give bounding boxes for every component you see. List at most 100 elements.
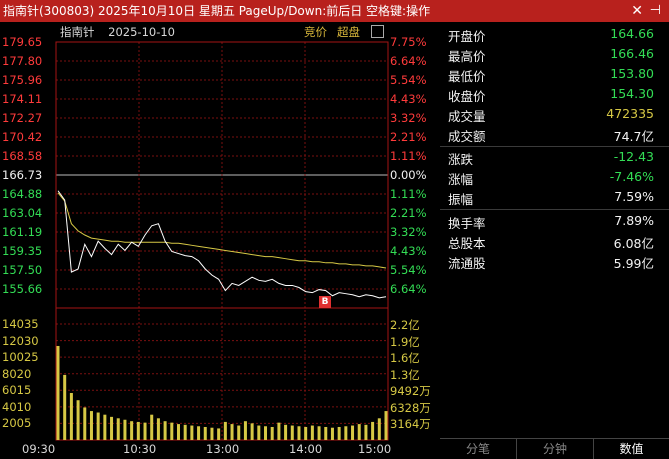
divider: [593, 439, 594, 459]
stat-label: 换手率: [448, 216, 486, 231]
stat-high: 最高价 166.46: [448, 46, 654, 66]
price-tick-label: 172.27: [2, 111, 43, 125]
tab-minutes[interactable]: 分钟: [542, 442, 567, 456]
stat-change-pct: 涨幅 -7.46%: [448, 169, 654, 189]
percent-tick-label: 3.32%: [390, 111, 427, 125]
chart-canvas: [55, 41, 389, 441]
price-tick-label: 168.58: [2, 149, 43, 163]
stat-label: 最高价: [448, 49, 486, 64]
stat-low: 最低价 153.80: [448, 66, 654, 86]
volume-bar: [56, 345, 60, 440]
volume-bar: [310, 425, 314, 440]
volume-bar: [197, 426, 201, 440]
volume-amount-tick-label: 1.9亿: [390, 334, 420, 349]
pin-icon[interactable]: ⊣: [649, 3, 661, 18]
window-title: 指南针(300803) 2025年10月10日 星期五 PageUp/Down:…: [3, 4, 431, 18]
time-tick-label: 09:30: [22, 442, 56, 456]
percent-tick-label: 6.64%: [390, 54, 427, 68]
time-tick-label: 14:00: [289, 442, 323, 456]
stat-value: 7.59%: [614, 189, 654, 204]
volume-bar: [89, 411, 93, 440]
stat-volume: 成交量 472335: [448, 106, 654, 126]
volume-bar: [143, 422, 147, 440]
volume-tick-label: 14035: [2, 317, 39, 331]
buy-marker[interactable]: B: [319, 296, 331, 308]
volume-bar: [270, 426, 274, 440]
volume-bar: [250, 423, 254, 440]
stat-label: 振幅: [448, 192, 474, 207]
stat-amplitude: 振幅 7.59%: [448, 189, 654, 209]
chart-date: 2025-10-10: [108, 25, 175, 39]
volume-bar: [284, 424, 288, 440]
percent-tick-label: 1.11%: [390, 149, 427, 163]
volume-bar: [217, 428, 221, 440]
stat-value: 74.7亿: [613, 129, 654, 144]
percent-tick-label: 1.11%: [390, 187, 427, 201]
time-tick-label: 15:00: [358, 442, 392, 456]
stat-amount: 成交额 74.7亿: [448, 126, 654, 146]
panel-tabs: 分笔 分钟 数值: [440, 438, 669, 459]
volume-bar: [170, 422, 174, 440]
price-tick-label: 155.66: [2, 282, 43, 296]
stat-open: 开盘价 164.66: [448, 26, 654, 46]
price-tick-label: 166.73: [2, 168, 43, 182]
volume-bar: [364, 424, 368, 440]
stat-value: 153.80: [610, 66, 654, 81]
percent-tick-label: 5.54%: [390, 73, 427, 87]
stat-value: 472335: [606, 106, 654, 121]
stat-label: 成交量: [448, 109, 486, 124]
volume-tick-label: 4010: [2, 399, 32, 414]
tab-values[interactable]: 数值: [619, 442, 644, 456]
volume-amount-tick-label: 3164万: [390, 417, 431, 432]
chart-header: 指南针 2025-10-10: [60, 24, 175, 40]
volume-amount-tick-label: 1.3亿: [390, 367, 420, 382]
intraday-chart[interactable]: [0, 22, 438, 458]
volume-bar: [277, 422, 281, 440]
volume-tick-label: 12030: [2, 333, 39, 348]
percent-tick-label: 7.75%: [390, 35, 427, 49]
volume-bar: [264, 426, 268, 440]
post-market-button[interactable]: 超盘: [337, 25, 360, 39]
stat-value: 154.30: [610, 86, 654, 101]
stat-value: 5.99亿: [613, 256, 654, 271]
close-icon[interactable]: ✕: [631, 3, 643, 19]
divider: [516, 439, 517, 459]
settings-checkbox[interactable]: [371, 25, 384, 38]
stat-value: 164.66: [610, 26, 654, 41]
stat-change: 涨跌 -12.43: [448, 149, 654, 169]
percent-tick-label: 4.43%: [390, 244, 427, 258]
volume-bar: [357, 424, 361, 440]
stat-label: 收盘价: [448, 89, 486, 104]
price-tick-label: 174.11: [2, 92, 43, 106]
volume-bar: [136, 421, 140, 440]
stock-name: 指南针: [60, 25, 95, 39]
volume-bar: [190, 425, 194, 440]
divider: [440, 146, 669, 147]
percent-tick-label: 3.32%: [390, 225, 427, 239]
volume-bar: [203, 426, 207, 440]
stat-label: 涨幅: [448, 172, 474, 187]
bid-button[interactable]: 竞价: [304, 25, 327, 39]
volume-bar: [156, 418, 160, 440]
volume-bar: [130, 421, 134, 440]
volume-bar: [371, 421, 375, 440]
volume-bar: [210, 427, 214, 440]
price-tick-label: 170.42: [2, 130, 43, 144]
volume-bar: [351, 425, 355, 440]
price-tick-label: 163.04: [2, 206, 43, 220]
stat-label: 流通股: [448, 256, 486, 271]
volume-bar: [237, 425, 241, 440]
volume-bar: [69, 392, 73, 440]
price-tick-label: 175.96: [2, 73, 43, 87]
volume-bar: [243, 421, 247, 440]
volume-bar: [324, 426, 328, 440]
stat-close: 收盘价 154.30: [448, 86, 654, 106]
volume-bar: [116, 418, 120, 440]
volume-bar: [290, 425, 294, 440]
volume-amount-tick-label: 9492万: [390, 384, 431, 399]
volume-bar: [163, 421, 167, 440]
volume-tick-label: 10025: [2, 350, 39, 365]
stat-value: 7.89%: [614, 213, 654, 228]
tab-ticks[interactable]: 分笔: [465, 442, 490, 456]
volume-bar: [83, 407, 87, 440]
